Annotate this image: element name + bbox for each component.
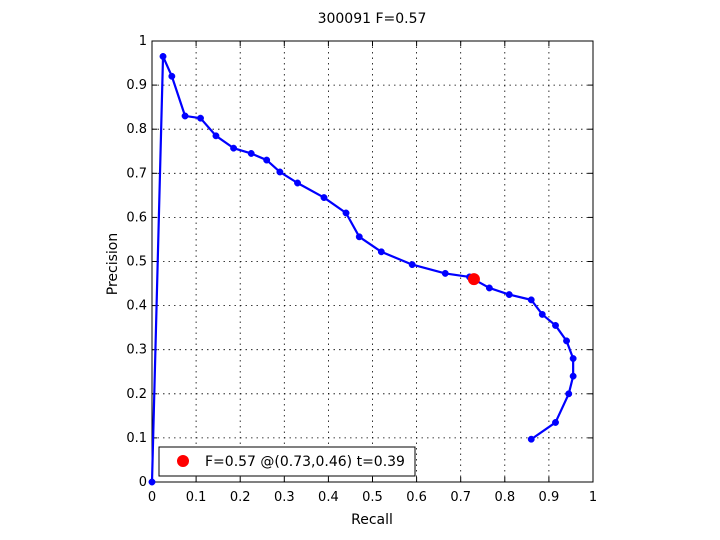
y-tick-label: 0.9 — [126, 78, 147, 93]
y-tick-label: 0.5 — [126, 255, 147, 270]
y-axis-label: Precision — [105, 233, 121, 295]
y-tick-label: 0.4 — [126, 299, 147, 314]
data-point — [485, 284, 493, 292]
data-point — [505, 291, 513, 299]
y-tick-label: 0.2 — [126, 387, 147, 402]
data-point — [294, 179, 301, 187]
x-tick-label: 0.2 — [230, 490, 251, 505]
x-tick-label: 0.8 — [494, 490, 515, 505]
y-tick-labels: 0 0.1 0.2 0.3 0.4 0.5 0.6 0.7 0.8 0.9 1 — [126, 34, 147, 490]
data-point — [197, 114, 204, 122]
legend-box — [158, 446, 416, 477]
data-point — [441, 269, 449, 277]
x-tick-label: 0.9 — [539, 490, 560, 505]
data-point — [320, 194, 328, 202]
y-tick-label: 0.6 — [126, 210, 147, 225]
y-tick-label: 0.8 — [126, 122, 147, 137]
legend: F=0.57 @(0.73,0.46) t=0.39 — [158, 446, 416, 477]
y-tick-label: 0.7 — [126, 166, 147, 181]
data-point — [569, 372, 577, 380]
data-point — [342, 209, 350, 217]
x-tick-label: 0.3 — [274, 490, 295, 505]
legend-text: F=0.57 @(0.73,0.46) t=0.39 — [205, 454, 405, 470]
data-point — [230, 144, 238, 152]
data-point — [563, 337, 570, 345]
y-tick-label: 0 — [139, 475, 147, 490]
y-tick-label: 0.3 — [126, 343, 147, 358]
data-point — [552, 321, 559, 329]
data-point — [569, 355, 577, 362]
data-point — [159, 52, 167, 60]
data-point — [377, 248, 385, 256]
x-tick-label: 0.6 — [406, 490, 427, 505]
y-tick-label: 1 — [139, 34, 147, 49]
data-point — [355, 233, 363, 241]
legend-marker — [177, 455, 189, 467]
data-point — [565, 390, 573, 398]
x-axis-label: Recall — [351, 512, 393, 528]
x-tick-label: 0.5 — [362, 490, 383, 505]
data-point — [527, 435, 535, 443]
x-tick-label: 1 — [589, 490, 597, 505]
chart-title: 300091 F=0.57 — [318, 11, 427, 27]
grid-lines — [152, 41, 593, 482]
x-tick-label: 0 — [148, 490, 156, 505]
x-tick-label: 0.1 — [186, 490, 207, 505]
data-point — [263, 156, 271, 164]
data-point — [538, 310, 546, 318]
data-point — [168, 72, 176, 80]
data-point — [148, 478, 156, 486]
x-tick-label: 0.7 — [450, 490, 471, 505]
data-point — [276, 168, 284, 176]
data-point — [552, 419, 559, 426]
data-point — [181, 112, 189, 120]
best-f-point — [467, 273, 480, 286]
x-tick-labels: 0 0.1 0.2 0.3 0.4 0.5 0.6 0.7 0.8 0.9 1 — [148, 490, 597, 505]
data-point — [212, 132, 220, 140]
data-point — [247, 150, 255, 157]
x-tick-label: 0.4 — [318, 490, 339, 505]
data-point — [408, 261, 416, 269]
y-tick-label: 0.1 — [126, 431, 147, 446]
data-point — [527, 296, 535, 304]
